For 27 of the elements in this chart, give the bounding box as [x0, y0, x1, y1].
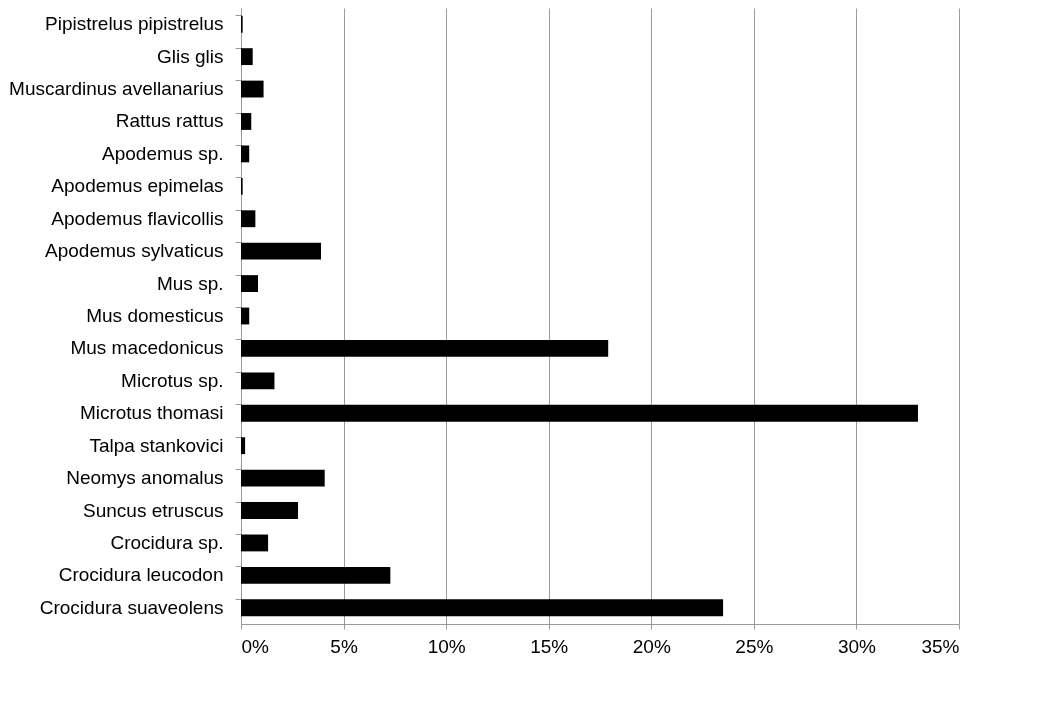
x-tick-label: 0%	[241, 635, 270, 657]
y-tick-label: Suncus etruscus	[83, 499, 224, 521]
y-tick-label: Apodemus sylvaticus	[45, 240, 224, 262]
y-tick-label: Mus domesticus	[86, 305, 224, 326]
y-tick-label: Apodemus sp.	[102, 142, 224, 164]
x-tick-label: 20%	[632, 635, 671, 657]
y-tick-label: Crocidura suaveolens	[39, 596, 224, 618]
y-tick-label: Glis glis	[156, 45, 224, 67]
x-tick-label: 25%	[735, 635, 774, 657]
y-tick-label: Crocidura sp.	[110, 531, 224, 553]
x-tick-label: 10%	[427, 635, 466, 657]
y-tick-label: Microtus sp.	[121, 369, 224, 391]
y-tick-label: Neomys anomalus	[66, 467, 224, 489]
x-tick-label: 15%	[530, 635, 569, 657]
x-tick-label: 30%	[837, 635, 877, 657]
y-tick-label: Apodemus epimelas	[51, 175, 224, 197]
y-tick-label: Rattus rattus	[115, 110, 224, 132]
y-tick-label: Muscardinus avellanarius	[9, 78, 224, 100]
y-tick-label: Mus macedonicus	[70, 337, 224, 359]
x-tick-label: 35%	[921, 635, 960, 657]
y-tick-label: Apodemus flavicollis	[51, 207, 224, 229]
y-tick-label: Microtus thomasi	[79, 402, 224, 424]
y-tick-label: Mus sp.	[156, 272, 224, 294]
y-tick-label: Talpa stankovici	[89, 434, 224, 456]
y-tick-label: Crocidura leucodon	[58, 564, 224, 586]
x-tick-label: 5%	[330, 635, 358, 657]
y-tick-label: Pipistrelus pipistrelus	[45, 13, 224, 35]
